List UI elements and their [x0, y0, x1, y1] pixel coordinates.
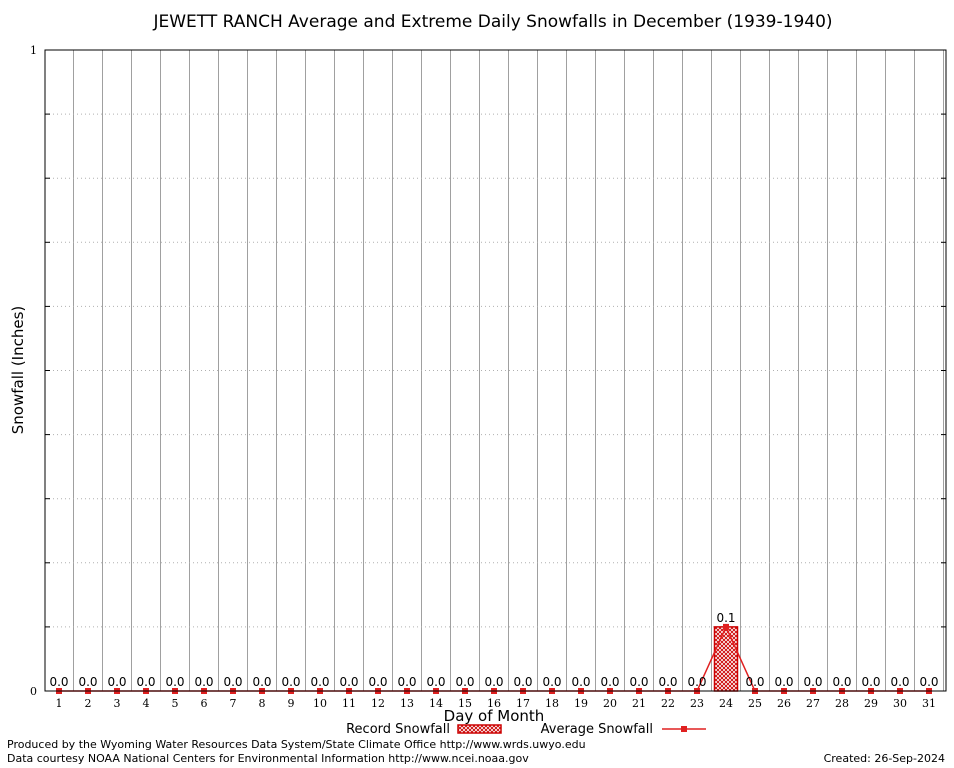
- x-tick-label: 20: [603, 697, 617, 710]
- x-tick-label: 29: [864, 697, 878, 710]
- x-tick-label: 8: [259, 697, 266, 710]
- data-labels: 0.0 0.0 0.0 0.0 0.0 0.0 0.0 0.0 0.0 0.0 0.0 0.0 0.0 0…: [49, 611, 938, 689]
- legend-average-marker: [681, 726, 687, 732]
- data-label: 0.0: [310, 675, 329, 689]
- x-axis-label: Day of Month: [444, 707, 545, 725]
- x-tick-label: 12: [371, 697, 385, 710]
- x-tick-label: 6: [201, 697, 208, 710]
- data-label: 0.0: [861, 675, 880, 689]
- x-tick-label: 30: [893, 697, 907, 710]
- x-tick-label: 13: [400, 697, 414, 710]
- x-tick-label: 5: [172, 697, 179, 710]
- data-label: 0.0: [832, 675, 851, 689]
- data-label: 0.1: [716, 611, 735, 625]
- x-tick-label: 11: [342, 697, 356, 710]
- x-tick-label: 3: [114, 697, 121, 710]
- x-tick-label: 18: [545, 697, 559, 710]
- x-tick-label: 24: [719, 697, 733, 710]
- data-label: 0.0: [629, 675, 648, 689]
- data-label: 0.0: [803, 675, 822, 689]
- legend: Record Snowfall Average Snowfall: [346, 722, 706, 737]
- data-label: 0.0: [165, 675, 184, 689]
- grid: [45, 50, 946, 691]
- x-tick-label: 27: [806, 697, 820, 710]
- footer-created: Created: 26-Sep-2024: [824, 752, 945, 765]
- data-label: 0.0: [223, 675, 242, 689]
- data-label: 0.0: [484, 675, 503, 689]
- data-label: 0.0: [194, 675, 213, 689]
- x-tick-label: 14: [429, 697, 443, 710]
- average-point: [723, 623, 729, 630]
- data-label: 0.0: [281, 675, 300, 689]
- data-label: 0.0: [513, 675, 532, 689]
- data-label: 0.0: [571, 675, 590, 689]
- data-label: 0.0: [49, 675, 68, 689]
- data-label: 0.0: [136, 675, 155, 689]
- x-tick-label: 17: [516, 697, 530, 710]
- data-label: 0.0: [107, 675, 126, 689]
- x-tick-label: 4: [143, 697, 150, 710]
- x-tick-label: 21: [632, 697, 646, 710]
- y-tick-labels: 01: [30, 44, 37, 698]
- footer-produced-by: Produced by the Wyoming Water Resources …: [7, 738, 586, 751]
- x-tick-labels: 1 2 3 4 5 6 7 8 9 10 11 12 13 14 15 16 17 18 19 20 21 22 23 24 2…: [56, 697, 937, 710]
- legend-record-label: Record Snowfall: [346, 722, 450, 737]
- record-bar: [713, 626, 739, 692]
- x-tick-label: 19: [574, 697, 588, 710]
- legend-record-swatch: [457, 724, 502, 734]
- data-label: 0.0: [368, 675, 387, 689]
- y-tick-label: 1: [30, 44, 37, 57]
- x-tick-label: 31: [922, 697, 936, 710]
- x-tick-label: 7: [230, 697, 237, 710]
- data-label: 0.0: [542, 675, 561, 689]
- record-bars: [713, 626, 739, 692]
- footer-courtesy: Data courtesy NOAA National Centers for …: [7, 752, 529, 765]
- x-tick-label: 1: [56, 697, 63, 710]
- x-tick-label: 2: [85, 697, 92, 710]
- chart-title: JEWETT RANCH Average and Extreme Daily S…: [152, 12, 832, 32]
- x-tick-label: 26: [777, 697, 791, 710]
- x-tick-label: 22: [661, 697, 675, 710]
- data-label: 0.0: [745, 675, 764, 689]
- data-label: 0.0: [687, 675, 706, 689]
- data-label: 0.0: [774, 675, 793, 689]
- legend-average-label: Average Snowfall: [541, 722, 653, 737]
- x-tick-label: 23: [690, 697, 704, 710]
- x-tick-label: 9: [288, 697, 295, 710]
- x-tick-label: 25: [748, 697, 762, 710]
- plot-frame: [44, 49, 947, 692]
- y-axis-label: Snowfall (Inches): [9, 306, 27, 434]
- x-tick-label: 16: [487, 697, 501, 710]
- data-label: 0.0: [252, 675, 271, 689]
- x-tick-label: 28: [835, 697, 849, 710]
- data-label: 0.0: [397, 675, 416, 689]
- data-label: 0.0: [890, 675, 909, 689]
- data-label: 0.0: [919, 675, 938, 689]
- data-label: 0.0: [658, 675, 677, 689]
- y-tick-label: 0: [30, 685, 37, 698]
- x-tick-label: 10: [313, 697, 327, 710]
- data-label: 0.0: [426, 675, 445, 689]
- data-label: 0.0: [78, 675, 97, 689]
- x-tick-label: 15: [458, 697, 472, 710]
- data-label: 0.0: [455, 675, 474, 689]
- data-label: 0.0: [339, 675, 358, 689]
- data-label: 0.0: [600, 675, 619, 689]
